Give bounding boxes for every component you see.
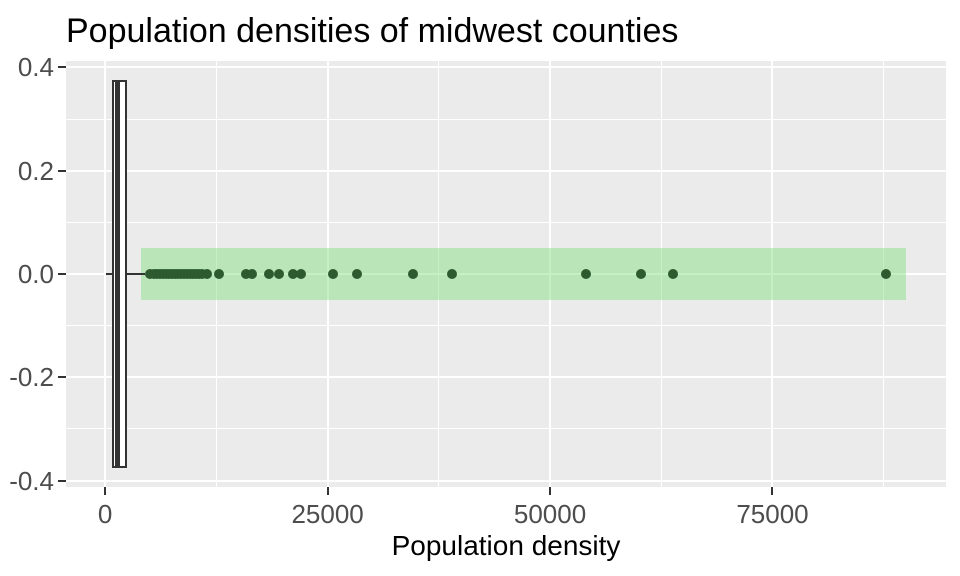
y-major-gridline bbox=[66, 66, 946, 69]
y-tick-mark bbox=[58, 169, 66, 172]
data-point bbox=[581, 269, 592, 279]
data-point bbox=[202, 269, 213, 279]
y-major-gridline bbox=[66, 273, 946, 275]
y-major-gridline bbox=[66, 376, 946, 379]
y-minor-gridline bbox=[66, 221, 946, 223]
y-minor-gridline bbox=[66, 325, 946, 327]
x-tick-mark bbox=[771, 487, 774, 495]
x-tick-label: 75000 bbox=[736, 499, 809, 529]
y-major-gridline bbox=[66, 479, 946, 482]
data-point bbox=[213, 269, 224, 279]
y-minor-gridline bbox=[66, 118, 946, 120]
y-tick-mark bbox=[58, 479, 66, 482]
x-tick-label: 25000 bbox=[291, 499, 364, 529]
x-tick-mark bbox=[549, 487, 552, 495]
y-tick-label: -0.2 bbox=[9, 362, 54, 393]
boxplot-whisker-high bbox=[126, 273, 145, 275]
data-point bbox=[447, 269, 458, 279]
chart-title: Population densities of midwest counties bbox=[66, 12, 679, 50]
y-tick-label: 0.4 bbox=[17, 52, 54, 83]
data-point bbox=[636, 269, 647, 279]
x-tick-label: 50000 bbox=[513, 499, 587, 529]
data-point bbox=[351, 269, 362, 279]
plot-panel bbox=[66, 61, 946, 487]
data-point bbox=[667, 269, 678, 279]
data-point bbox=[328, 269, 339, 279]
y-tick-label: -0.4 bbox=[9, 465, 54, 496]
x-tick-mark bbox=[326, 487, 329, 495]
x-tick-mark bbox=[104, 487, 107, 495]
data-point bbox=[408, 269, 419, 279]
data-point bbox=[247, 269, 258, 279]
y-major-gridline bbox=[66, 169, 946, 172]
y-tick-mark bbox=[58, 376, 66, 379]
y-tick-mark bbox=[58, 66, 66, 69]
data-point bbox=[264, 269, 275, 279]
data-point bbox=[295, 269, 306, 279]
x-axis-title: Population density bbox=[391, 530, 621, 561]
y-tick-mark bbox=[58, 273, 66, 275]
y-tick-label: 0.0 bbox=[17, 259, 54, 289]
data-point bbox=[274, 269, 285, 279]
data-point bbox=[240, 269, 251, 279]
data-point bbox=[288, 269, 299, 279]
boxplot-whisker-low bbox=[105, 273, 112, 275]
data-point bbox=[880, 269, 891, 279]
y-minor-gridline bbox=[66, 428, 946, 430]
y-tick-label: 0.2 bbox=[17, 155, 54, 186]
boxplot-median-line bbox=[115, 82, 121, 466]
x-tick-label: 0 bbox=[97, 499, 113, 529]
